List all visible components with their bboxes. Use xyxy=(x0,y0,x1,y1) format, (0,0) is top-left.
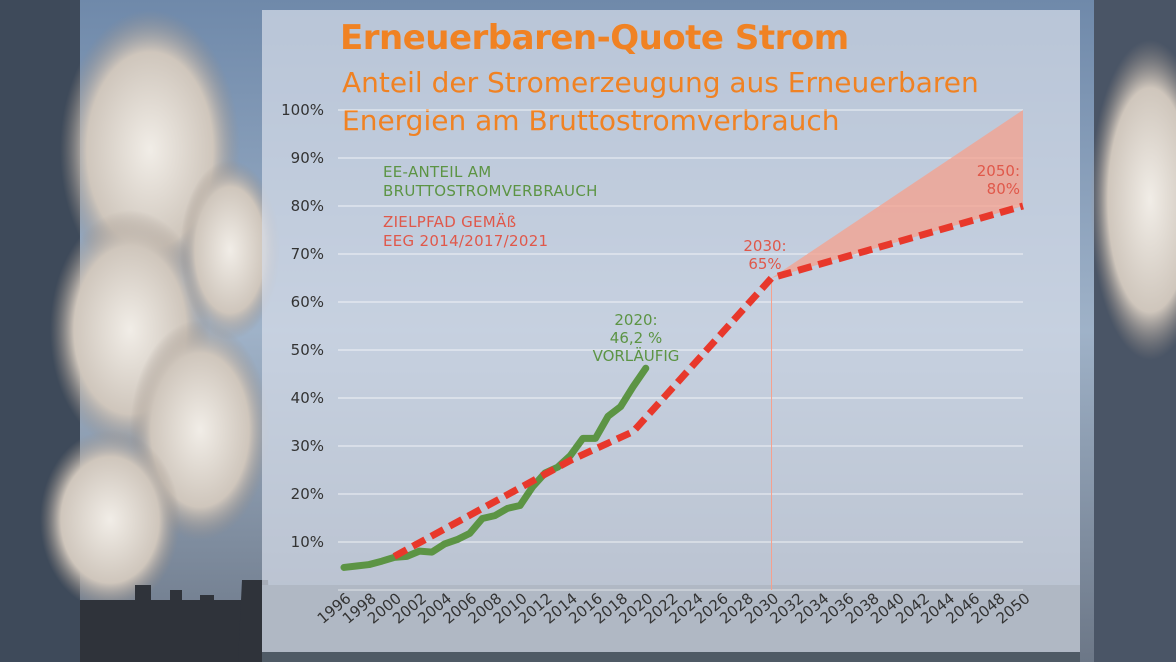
annotation-2050-value: 80% xyxy=(986,180,1020,198)
series-line-actual xyxy=(340,364,650,571)
y-tick-label: 20% xyxy=(291,485,324,503)
y-tick-label: 70% xyxy=(291,245,324,263)
x-axis-labels: 1996199820002002200420062008201020122014… xyxy=(314,589,1034,627)
annotation-2020: 2020: 46,2 % VORLÄUFIG xyxy=(566,311,706,365)
chart-marks xyxy=(340,110,1024,590)
gridlines xyxy=(338,109,1023,591)
annotation-2050: 2050: 80% xyxy=(950,162,1020,198)
annotation-2020-year: 2020: xyxy=(614,311,658,329)
y-tick-label: 80% xyxy=(291,197,324,215)
chart-title: Erneuerbaren-Quote Strom xyxy=(340,18,849,58)
y-tick-label: 60% xyxy=(291,293,324,311)
y-tick-label: 40% xyxy=(291,389,324,407)
y-tick-label: 10% xyxy=(291,533,324,551)
annotation-2020-note: VORLÄUFIG xyxy=(592,347,680,365)
y-tick-label: 50% xyxy=(291,341,324,359)
y-axis-labels: 10% 20% 30% 40% 50% 60% 70% 80% 90% 100% xyxy=(281,101,324,551)
series-line-target xyxy=(392,202,1024,560)
legend-target: ZIELPFAD GEMÄß EEG 2014/2017/2021 xyxy=(383,213,548,251)
legend-actual-line2: BRUTTOSTROMVERBRAUCH xyxy=(383,182,598,200)
legend-actual-line1: EE-ANTEIL AM xyxy=(383,163,492,181)
y-tick-label: 30% xyxy=(291,437,324,455)
annotation-2050-year: 2050: xyxy=(976,162,1020,180)
annotation-2030: 2030: 65% xyxy=(720,237,810,273)
legend-target-line2: EEG 2014/2017/2021 xyxy=(383,232,549,250)
annotation-2020-value: 46,2 % xyxy=(609,329,663,347)
y-tick-label: 90% xyxy=(291,149,324,167)
chart-panel xyxy=(262,10,1080,652)
legend-actual: EE-ANTEIL AM BRUTTOSTROMVERBRAUCH xyxy=(383,163,598,201)
target-corridor-area xyxy=(771,110,1023,278)
annotation-2030-value: 65% xyxy=(748,255,782,273)
legend-target-line1: ZIELPFAD GEMÄß xyxy=(383,213,517,231)
annotation-2030-year: 2030: xyxy=(743,237,787,255)
y-tick-label: 100% xyxy=(281,101,324,119)
